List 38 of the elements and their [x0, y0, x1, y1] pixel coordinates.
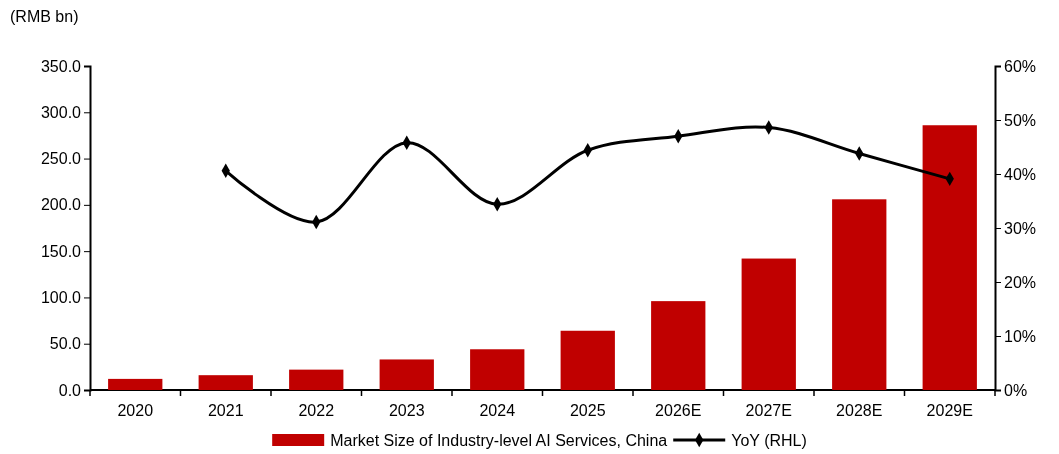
x-tick-label: 2027E: [745, 402, 792, 419]
y2-tick-label: 20%: [1004, 273, 1037, 291]
bar: [922, 125, 977, 390]
x-tick-label: 2025: [569, 402, 606, 419]
x-tick-label: 2028E: [836, 402, 883, 419]
x-tick-label: 2020: [117, 402, 154, 419]
bar: [108, 378, 163, 390]
x-tick-label: 2021: [207, 402, 244, 419]
y-tick-label: 250.0: [40, 150, 82, 168]
y-tick-label: 100.0: [40, 289, 82, 307]
y-tick-label: 200.0: [40, 196, 82, 214]
legend-label: YoY (RHL): [731, 432, 807, 449]
y-tick-label: 0.0: [58, 381, 82, 399]
y-tick-label: 300.0: [40, 103, 82, 121]
y2-tick-label: 0%: [1004, 381, 1028, 399]
y-tick-label: 350.0: [40, 57, 82, 75]
y2-tick-label: 30%: [1004, 219, 1037, 237]
y-axis-title: (RMB bn): [10, 8, 79, 25]
bar: [651, 301, 706, 390]
y-tick-label: 150.0: [40, 242, 82, 260]
y2-tick-label: 50%: [1004, 111, 1037, 129]
bar: [560, 330, 615, 390]
bar: [741, 258, 796, 390]
y2-tick-label: 60%: [1004, 57, 1037, 75]
x-tick-label: 2029E: [926, 402, 973, 419]
x-tick-label: 2024: [479, 402, 516, 419]
bar: [289, 369, 344, 390]
bar: [198, 375, 253, 390]
legend-label: Market Size of Industry-level AI Services, China: [330, 432, 668, 449]
x-tick-label: 2022: [298, 402, 335, 419]
y-tick-label: 50.0: [49, 335, 82, 353]
bar: [832, 199, 887, 390]
bar: [470, 349, 525, 390]
y2-tick-label: 10%: [1004, 327, 1037, 345]
y2-tick-label: 40%: [1004, 165, 1037, 183]
x-tick-label: 2026E: [655, 402, 702, 419]
x-tick-label: 2023: [388, 402, 425, 419]
bar: [379, 359, 434, 390]
